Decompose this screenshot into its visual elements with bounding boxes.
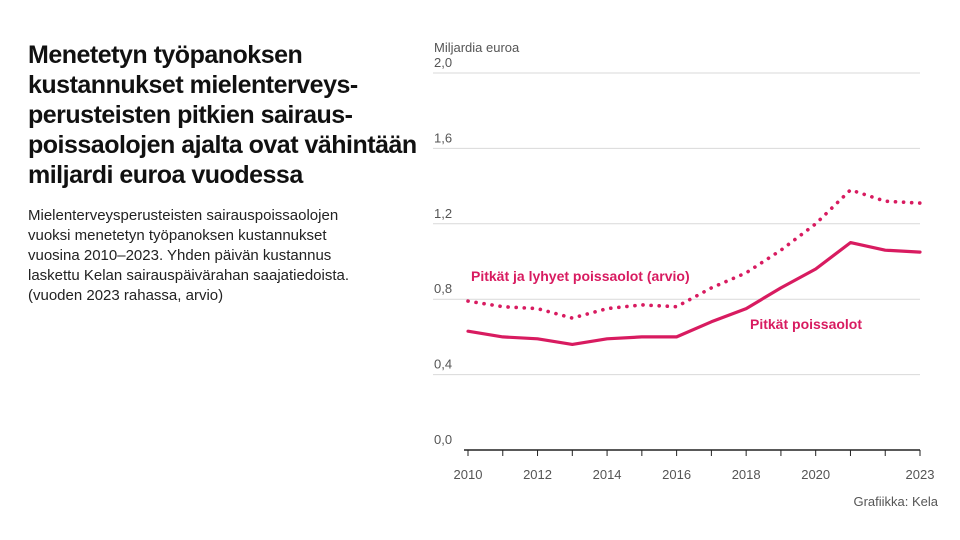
series-line-solid	[466, 241, 922, 346]
y-tick-label: 0,8	[434, 281, 452, 296]
y-axis-title: Miljardia euroa	[434, 40, 520, 55]
y-tick-label: 0,0	[434, 432, 452, 447]
y-tick-label: 0,4	[434, 357, 452, 372]
y-tick-label: 1,2	[434, 206, 452, 221]
chart-description: Mielenterveysperusteisten sairauspoissao…	[28, 206, 408, 306]
description-line: vuoksi menetetyn työpanoksen kustannukse…	[28, 227, 327, 244]
y-tick-label: 2,0	[434, 55, 452, 70]
series-line-dotted	[466, 188, 922, 320]
x-tick-label: 2016	[662, 467, 691, 482]
description-line: Mielenterveysperusteisten sairauspoissao…	[28, 207, 339, 224]
title-line: poissaolojen ajalta ovat vähintään	[28, 131, 417, 159]
chart-title: Menetetyn työpanoksen kustannukset miele…	[28, 40, 417, 190]
title-line: miljardi euroa vuodessa	[28, 161, 303, 189]
x-tick-label: 2014	[593, 467, 622, 482]
series-label: Pitkät ja lyhyet poissaolot (arvio)	[471, 268, 690, 284]
title-line: kustannukset mielenterveys-	[28, 71, 358, 99]
y-tick-label: 1,6	[434, 130, 452, 145]
x-tick-label: 2020	[801, 467, 830, 482]
graphic-credit: Grafiikka: Kela	[853, 494, 938, 509]
x-tick-label: 2018	[732, 467, 761, 482]
description-line: laskettu Kelan sairauspäivärahan saajati…	[28, 267, 350, 284]
title-line: Menetetyn työpanoksen	[28, 41, 303, 69]
x-tick-label: 2010	[454, 467, 483, 482]
x-tick-label: 2012	[523, 467, 552, 482]
description-line: (vuoden 2023 rahassa, arvio)	[28, 287, 224, 304]
description-line: vuosina 2010–2023. Yhden päivän kustannu…	[28, 247, 332, 264]
title-line: perusteisten pitkien sairaus-	[28, 101, 353, 129]
x-tick-label: 2023	[906, 467, 935, 482]
series-label: Pitkät poissaolot	[750, 316, 862, 332]
